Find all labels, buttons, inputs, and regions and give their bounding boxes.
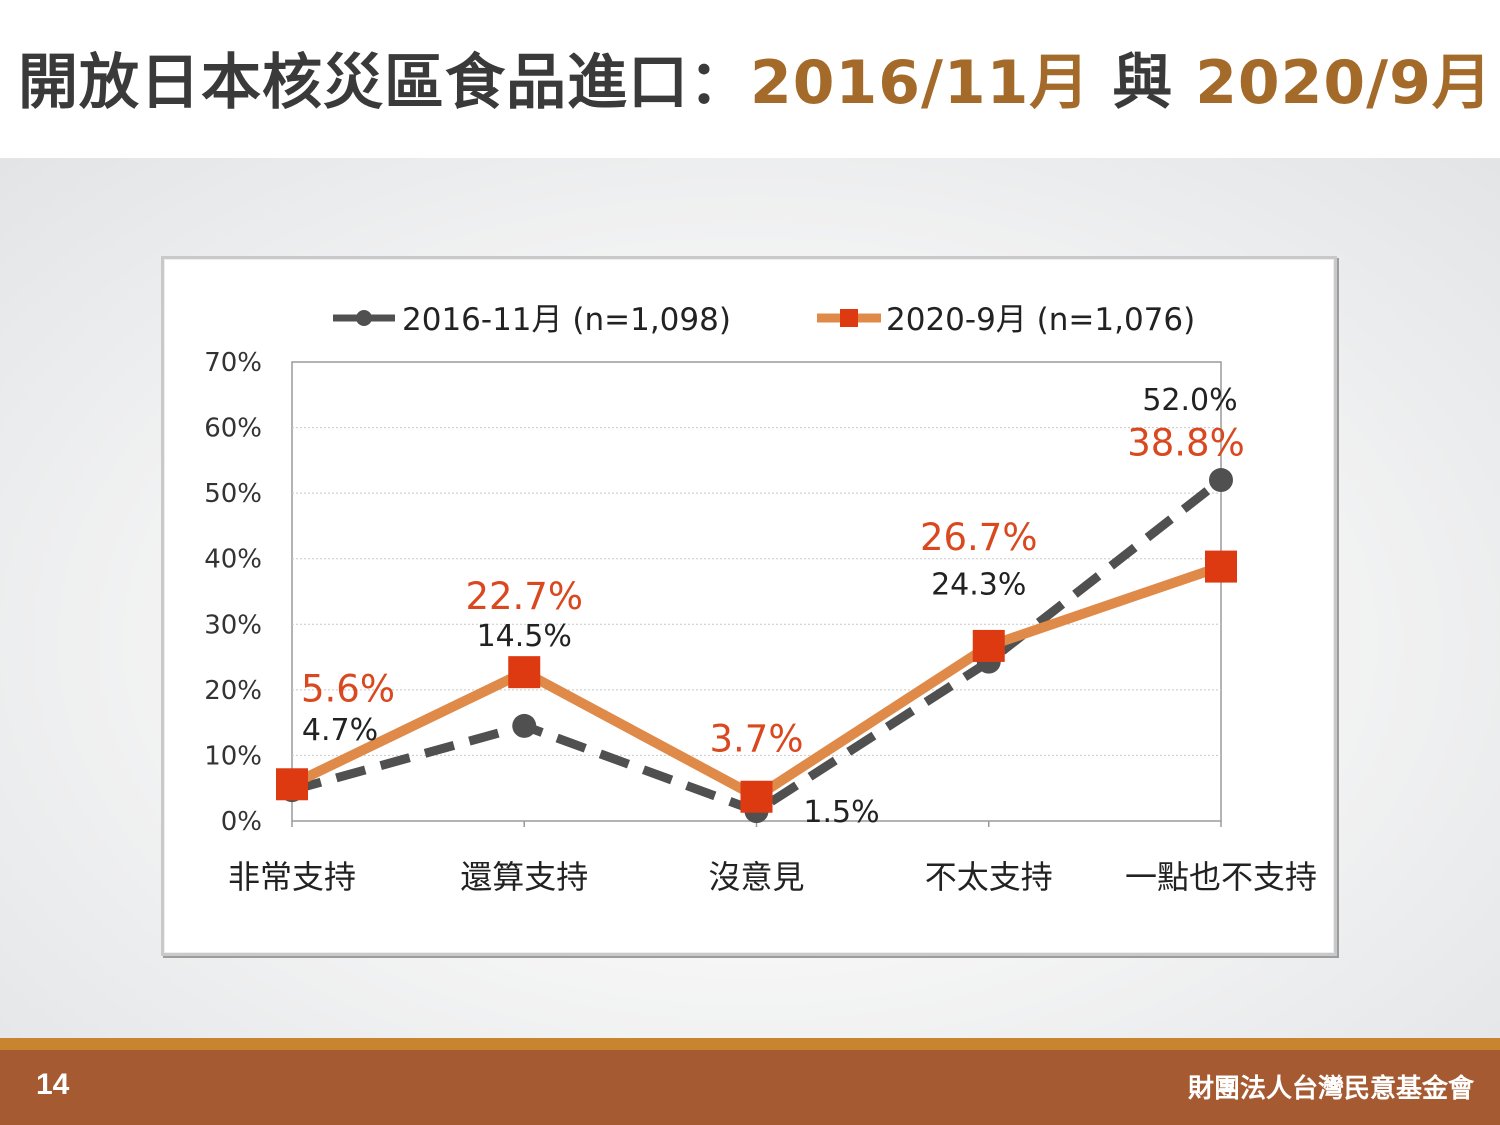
- legend-2016-label: 2016-11月 (n=1,098): [402, 302, 731, 338]
- footer-stripe: [0, 1038, 1500, 1050]
- x-tick-label: 不太支持: [925, 858, 1053, 896]
- data-label-2016: 1.5%: [803, 795, 879, 830]
- organization-name: 財團法人台灣民意基金會: [1187, 1074, 1474, 1104]
- series-2020-point: [276, 768, 308, 801]
- series-2016-point: [512, 713, 537, 738]
- y-tick-label: 40%: [204, 545, 262, 575]
- data-label-2016: 14.5%: [477, 619, 572, 654]
- data-label-2020: 5.6%: [301, 667, 395, 710]
- page-title: 開放日本核災區食品進口：2016/11月 與 2020/9月: [18, 38, 1493, 128]
- legend-2016-marker: [356, 310, 372, 326]
- data-label-2020: 38.8%: [1127, 422, 1245, 465]
- series-2020-line: [289, 561, 1223, 802]
- y-tick-label: 0%: [221, 807, 262, 837]
- data-label-2020: 26.7%: [920, 516, 1038, 559]
- series-2020-point: [972, 629, 1005, 662]
- legend-2020-label: 2020-9月 (n=1,076): [886, 302, 1195, 338]
- y-tick-label: 60%: [204, 414, 262, 444]
- data-label-2020: 22.7%: [465, 575, 583, 618]
- x-tick-label: 還算支持: [460, 858, 588, 896]
- y-tick-label: 10%: [204, 741, 262, 771]
- y-tick-label: 50%: [204, 479, 262, 509]
- title-main: 開放日本核災區食品進口：: [18, 48, 750, 118]
- title-connector: 與: [1090, 48, 1196, 118]
- series-2020-point: [508, 656, 541, 689]
- data-label-2020: 3.7%: [710, 718, 804, 761]
- chart-frame: [161, 256, 1337, 956]
- page-number: 14: [36, 1068, 70, 1101]
- data-label-2016: 52.0%: [1142, 383, 1237, 418]
- series-2016-point: [1209, 468, 1233, 493]
- y-tick-label: 20%: [204, 676, 262, 706]
- y-tick-label: 30%: [204, 610, 262, 640]
- title-date-2020: 2020/9月: [1195, 48, 1493, 118]
- y-tick-label: 70%: [204, 348, 262, 378]
- x-tick-label: 非常支持: [228, 858, 356, 896]
- x-tick-label: 一點也不支持: [1125, 858, 1317, 896]
- x-tick-label: 沒意見: [708, 858, 804, 896]
- data-label-2016: 24.3%: [931, 568, 1026, 603]
- data-label-2016: 4.7%: [302, 713, 378, 748]
- footer-bar: [0, 1050, 1500, 1125]
- series-2020-point: [1205, 550, 1237, 583]
- series-2020-point: [740, 780, 773, 813]
- series-2016-line: [290, 476, 1224, 817]
- title-date-2016: 2016/11月: [750, 48, 1091, 118]
- title-bar: [0, 0, 1500, 158]
- legend-2020-marker: [840, 309, 858, 327]
